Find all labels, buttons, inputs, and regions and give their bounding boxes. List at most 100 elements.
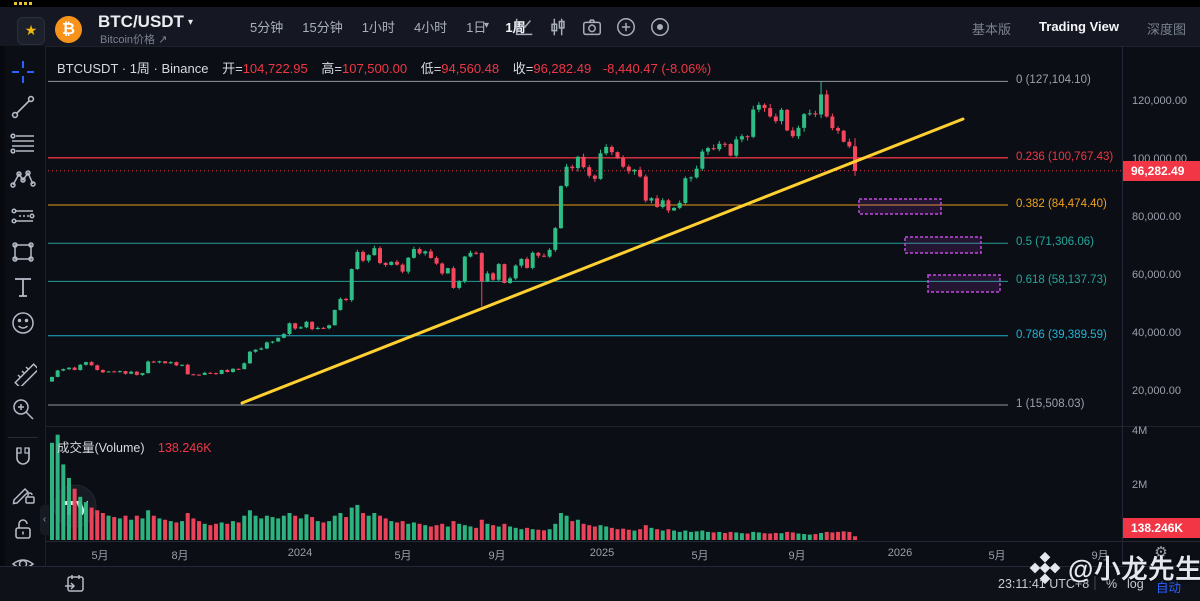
fib-level-label: 0.382 (84,474.40) <box>1016 198 1107 211</box>
candle-body <box>83 362 88 365</box>
percent-scale-button[interactable]: % <box>1106 577 1118 591</box>
zoom-in-tool-icon[interactable] <box>9 395 37 423</box>
volume-bar <box>191 518 196 540</box>
axis-settings-gear-icon[interactable]: ⚙ <box>1154 544 1168 561</box>
volume-bar <box>638 529 643 540</box>
candle-body <box>327 325 332 329</box>
toolbar-collapse-handle[interactable]: ‹ <box>40 505 49 535</box>
timeframe-button-1小时[interactable]: 1小时 <box>361 20 395 35</box>
candle-body <box>491 273 496 280</box>
candle-body <box>768 108 773 117</box>
volume-legend[interactable]: 成交量(Volume) 138.246K <box>57 441 212 455</box>
candle-body <box>355 251 360 270</box>
candle-body <box>191 374 196 376</box>
candle-body <box>361 251 366 261</box>
timeframe-button-4小时[interactable]: 4小时 <box>413 20 448 35</box>
volume-bar <box>174 522 179 540</box>
volume-bar <box>372 513 377 540</box>
price-axis-label: 20,000.00 <box>1132 385 1181 397</box>
settings-target-icon[interactable] <box>649 16 671 38</box>
timeframe-button-1日[interactable]: 1日 <box>466 20 487 35</box>
lock-all-tool-icon[interactable] <box>9 515 37 543</box>
timeframe-button-1周[interactable]: 1周 <box>505 20 526 35</box>
volume-axis-label: 2M <box>1132 479 1148 491</box>
trendline-drawing <box>240 117 965 405</box>
toolbar-edge-strip <box>0 46 5 601</box>
xabcd-pattern-tool-icon[interactable] <box>9 165 37 193</box>
mode-tab-基本版[interactable]: 基本版 <box>972 22 1012 37</box>
pane-divider[interactable] <box>45 426 1200 427</box>
fib-level-label: 0 (127,104.10) <box>1016 74 1091 87</box>
auto-scale-button[interactable]: 自动 <box>1156 581 1182 595</box>
magnet-tool-icon[interactable] <box>9 444 37 472</box>
fib-retracement-tool-icon[interactable] <box>9 129 37 157</box>
candle-body <box>830 116 835 129</box>
projection-tool-icon[interactable] <box>9 202 37 230</box>
volume-bar <box>259 518 264 540</box>
symbol-subtitle[interactable]: Bitcoin价格 ↗ <box>100 34 168 46</box>
volume-bar <box>366 515 371 540</box>
timeframe-dropdown-icon[interactable]: ▾ <box>484 20 490 31</box>
candle-body <box>344 298 349 301</box>
candle-body <box>508 278 513 283</box>
legend-change: -8,440.47 (-8.06%) <box>602 61 712 76</box>
drawing-lock-tool-icon[interactable] <box>9 480 37 508</box>
volume-bar <box>264 515 269 540</box>
volume-bar <box>123 515 128 540</box>
candle-body <box>519 258 524 266</box>
candle-body <box>400 264 405 272</box>
compare-candles-icon[interactable] <box>547 16 569 38</box>
crosshair-tool-icon[interactable] <box>9 58 37 86</box>
camera-snapshot-icon[interactable] <box>581 16 603 38</box>
add-plus-icon[interactable] <box>615 16 637 38</box>
candle-body <box>168 362 173 364</box>
volume-bar <box>163 519 168 540</box>
ohlc-legend[interactable]: BTCUSDT · 1周 · Binance 开=104,722.95 高=10… <box>57 61 712 76</box>
candle-body <box>575 156 580 169</box>
text-tool-icon[interactable] <box>9 273 37 301</box>
emoji-tool-icon[interactable] <box>9 309 37 337</box>
clock[interactable]: 23:11:41 UTC+8 <box>998 577 1090 591</box>
candle-body <box>366 255 371 261</box>
volume-bar <box>564 515 569 540</box>
volume-bar <box>462 525 467 540</box>
price-axis-label: 80,000.00 <box>1132 211 1181 223</box>
volume-bar <box>157 518 162 540</box>
top-strip <box>0 0 1200 7</box>
volume-bar <box>773 532 778 540</box>
timeframe-button-15分钟[interactable]: 15分钟 <box>302 20 343 35</box>
log-scale-button[interactable]: log <box>1127 577 1144 591</box>
volume-bar <box>836 531 841 540</box>
volume-bar <box>417 523 422 540</box>
candle-body <box>55 370 60 377</box>
go-to-date-icon[interactable] <box>63 572 87 596</box>
volume-bar <box>349 507 354 540</box>
measure-ruler-tool-icon[interactable] <box>9 358 37 386</box>
candle-body <box>705 148 710 152</box>
symbol-selector[interactable]: BTC/USDT ▾ <box>98 12 193 32</box>
candle-body <box>411 249 416 258</box>
rectangle-tool-icon[interactable] <box>9 238 37 266</box>
candle-body <box>140 373 145 375</box>
mode-tab-深度图[interactable]: 深度图 <box>1146 22 1186 37</box>
time-axis-label: 9月 <box>1091 550 1109 562</box>
mode-tab-Trading View[interactable]: Trading View <box>1039 19 1119 34</box>
tradingview-logo[interactable] <box>52 483 98 529</box>
candle-body <box>451 268 456 288</box>
volume-bar <box>440 523 445 540</box>
legend-close: 96,282.49 <box>533 61 592 76</box>
candle-body <box>287 323 292 334</box>
candle-body <box>751 109 756 137</box>
candle-body <box>462 256 467 282</box>
favorite-star-button[interactable]: ★ <box>17 17 45 45</box>
trendline-tool-icon[interactable] <box>9 93 37 121</box>
candle-body <box>632 169 637 172</box>
candle-body <box>202 372 207 375</box>
timeframe-button-5分钟[interactable]: 5分钟 <box>250 20 284 35</box>
volume-bar <box>502 523 507 540</box>
volume-bar <box>711 532 716 540</box>
candle-body <box>547 249 552 257</box>
chart-style-icon[interactable] <box>513 16 535 38</box>
price-axis[interactable] <box>1122 46 1200 565</box>
